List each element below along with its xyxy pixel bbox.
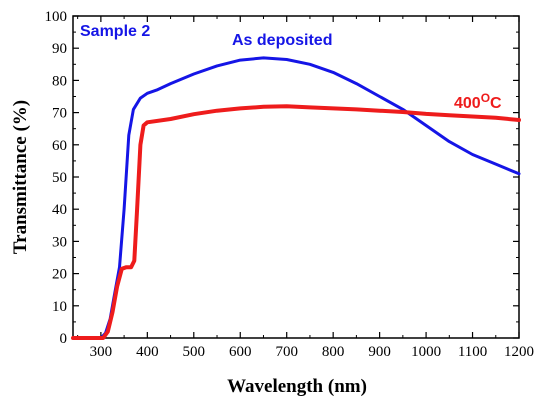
y-tick-label: 70: [52, 106, 67, 122]
x-tick-label: 700: [275, 344, 298, 360]
y-tick-label: 50: [52, 170, 67, 186]
x-tick-label: 600: [229, 344, 252, 360]
series-line-400c: [71, 104, 521, 340]
x-tick-label: 800: [322, 344, 345, 360]
y-tick-label: 80: [52, 73, 67, 89]
x-tick-label: 900: [368, 344, 391, 360]
x-tick-label: 1200: [504, 344, 534, 360]
y-tick-label: 60: [52, 138, 67, 154]
x-tick-label: 400: [136, 344, 159, 360]
x-tick-label: 1000: [411, 344, 441, 360]
series-layer: [71, 56, 521, 340]
series-label-400c-base: 400: [454, 95, 481, 112]
y-axis-ticks: 0 10 20 30 40 50 60 70 80 90 100: [45, 9, 519, 347]
x-axis-ticks: 300 400 500 600 700 800 900 1000 1100 1200: [77, 16, 534, 360]
y-tick-label: 30: [52, 234, 67, 250]
y-tick-label: 10: [52, 299, 67, 315]
sample-annotation: Sample 2: [80, 23, 150, 40]
series-label-as-deposited: As deposited: [232, 32, 332, 49]
y-tick-label: 20: [52, 267, 67, 283]
series-label-400c-tail: C: [490, 95, 502, 112]
x-tick-label: 500: [183, 344, 206, 360]
y-tick-label: 90: [52, 41, 67, 57]
series-label-400c: 400OC: [454, 91, 502, 112]
x-tick-label: 300: [90, 344, 113, 360]
y-tick-label: 100: [45, 9, 68, 25]
y-axis-title: Transmittance (%): [10, 100, 31, 254]
series-label-400c-sup: O: [481, 91, 490, 105]
series-line-as-deposited: [71, 56, 521, 340]
y-tick-label: 40: [52, 202, 67, 218]
x-tick-label: 1100: [458, 344, 487, 360]
x-axis-title: Wavelength (nm): [227, 376, 367, 397]
y-tick-label: 0: [60, 331, 68, 347]
